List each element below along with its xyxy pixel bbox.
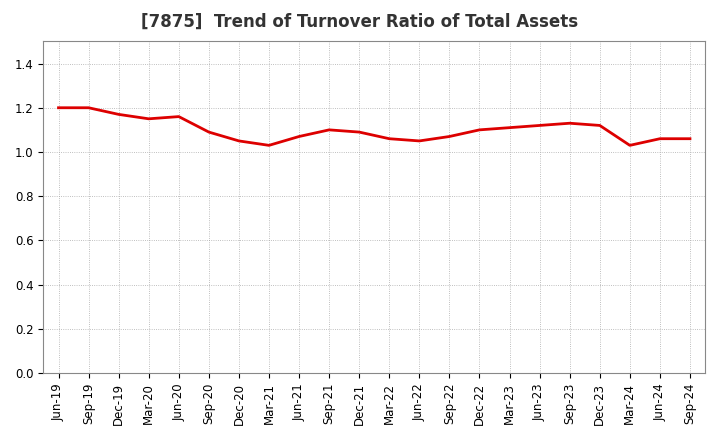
Text: [7875]  Trend of Turnover Ratio of Total Assets: [7875] Trend of Turnover Ratio of Total … [141, 13, 579, 31]
